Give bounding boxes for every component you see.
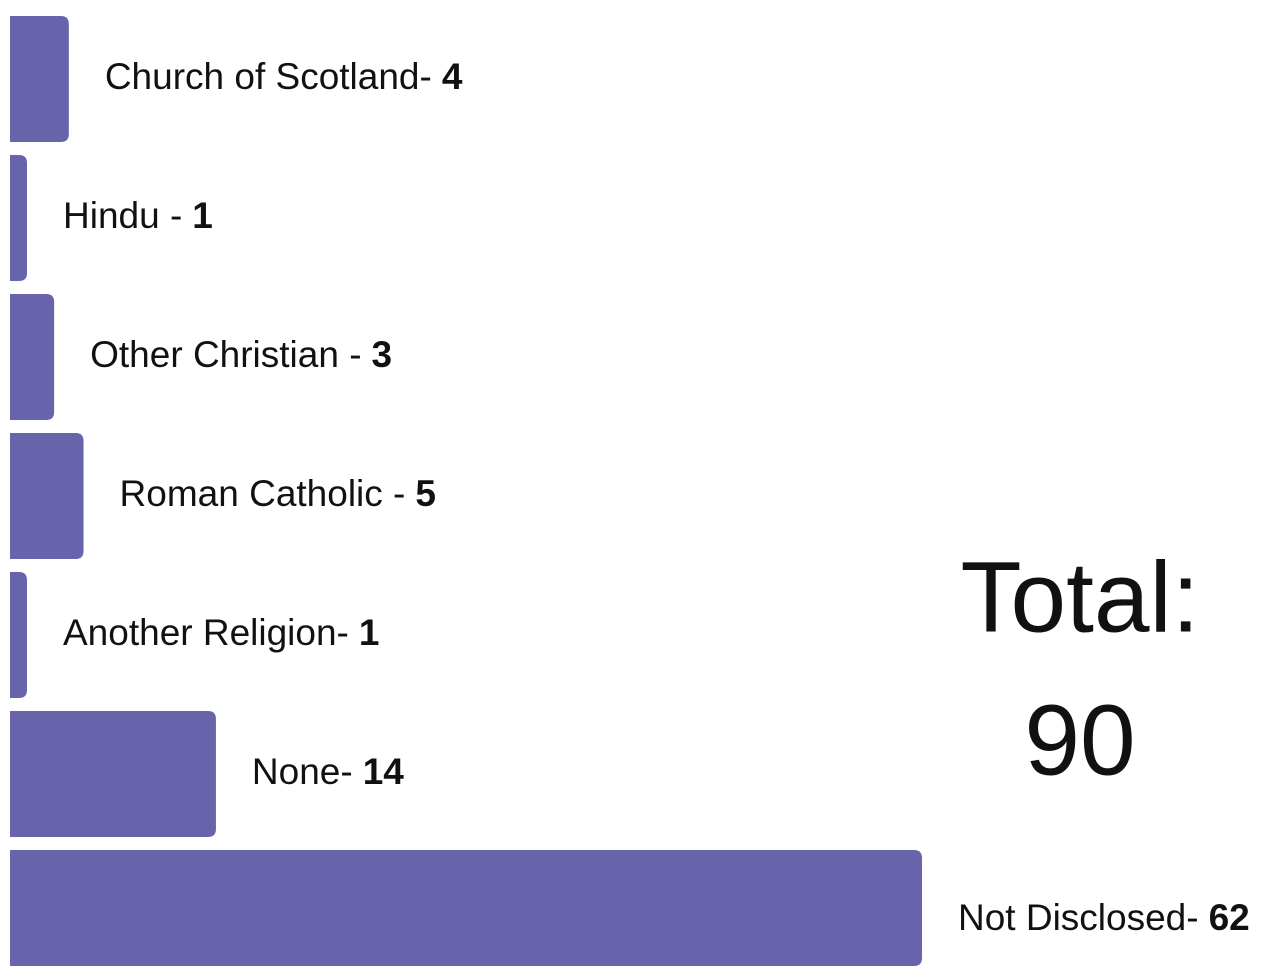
value-label: 1 <box>359 612 380 653</box>
bar-label: Another Religion- 1 <box>63 612 379 653</box>
category-label: None- <box>252 751 353 792</box>
category-label: Church of Scotland- <box>105 56 432 97</box>
bar <box>10 16 69 142</box>
bar-label: Not Disclosed- 62 <box>958 897 1250 938</box>
bar <box>10 433 84 559</box>
bar <box>10 850 922 966</box>
value-label: 1 <box>192 195 213 236</box>
category-label: Another Religion- <box>63 612 349 653</box>
bar <box>10 294 55 420</box>
value-label: 4 <box>442 56 463 97</box>
category-label: Hindu - <box>63 195 182 236</box>
total-value: 90 <box>1024 684 1135 796</box>
bar-label: None- 14 <box>252 751 404 792</box>
value-label: 5 <box>415 473 436 514</box>
total-label: Total: <box>960 541 1199 653</box>
value-label: 14 <box>363 751 405 792</box>
category-label: Roman Catholic - <box>120 473 406 514</box>
bar <box>10 572 27 698</box>
bar-label: Hindu -1 <box>63 195 213 236</box>
value-label: 3 <box>372 334 393 375</box>
value-label: 62 <box>1209 897 1250 938</box>
bar-label: Other Christian - 3 <box>90 334 392 375</box>
bar-label: Church of Scotland- 4 <box>105 56 463 97</box>
category-label: Other Christian - <box>90 334 361 375</box>
bar-label: Roman Catholic -5 <box>120 473 436 514</box>
bar <box>10 711 216 837</box>
bar <box>10 155 27 281</box>
category-label: Not Disclosed- <box>958 897 1199 938</box>
